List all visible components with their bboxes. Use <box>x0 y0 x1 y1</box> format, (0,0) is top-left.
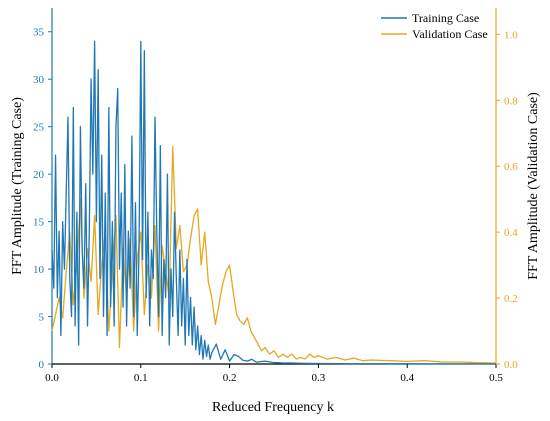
x-tick-label: 0.0 <box>45 372 59 384</box>
legend: Training Case Validation Case <box>381 11 488 41</box>
legend-label-training: Training Case <box>412 11 479 25</box>
y-left-tick-label: 5 <box>39 312 45 324</box>
y-axis-left-title: FFT Amplitude (Training Case) <box>10 97 25 275</box>
x-tick-label: 0.2 <box>223 372 237 384</box>
legend-label-validation: Validation Case <box>412 27 488 41</box>
y-right-tick-label: 0.2 <box>504 293 518 305</box>
x-tick-label: 0.4 <box>400 372 414 384</box>
y-right-tick-label: 0.4 <box>504 227 518 239</box>
y-left-tick-label: 20 <box>33 169 45 181</box>
x-tick-label: 0.1 <box>134 372 148 384</box>
series-line-training <box>51 40 496 365</box>
y-left-tick-label: 35 <box>33 27 45 39</box>
y-left-tick-label: 0 <box>39 359 45 371</box>
y-right-tick-label: 1.0 <box>504 29 518 41</box>
x-tick-label: 0.5 <box>489 372 503 384</box>
x-axis-title: Reduced Frequency k <box>212 400 334 415</box>
y-right-tick-label: 0.0 <box>504 359 518 371</box>
x-tick-label: 0.3 <box>312 372 326 384</box>
y-left-tick-label: 15 <box>33 217 45 229</box>
y-right-tick-label: 0.8 <box>504 95 518 107</box>
y-left-tick-label: 30 <box>33 74 45 86</box>
y-left-tick-label: 10 <box>33 264 45 276</box>
y-axis-right-title: FFT Amplitude (Validation Case) <box>526 92 541 280</box>
y-right-tick-label: 0.6 <box>504 161 518 173</box>
y-left-tick-label: 25 <box>33 122 45 134</box>
